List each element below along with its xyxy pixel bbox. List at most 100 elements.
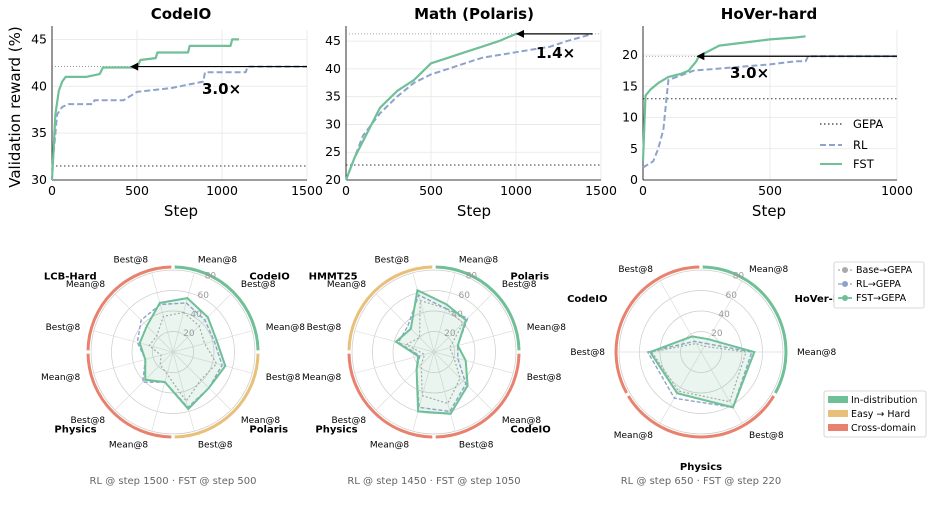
radar-axis-label: Best@8 — [113, 255, 148, 265]
radar-chart-codeio: Mean@8 Best@8 Mean@8 Best@8 Mean@8 Best@8 Mean… — [41, 255, 305, 450]
radar-axis-label: Best@8 — [502, 280, 537, 290]
legend-base-gepa: Base→GEPA — [856, 265, 913, 276]
x-tick-label: 1500 — [291, 183, 323, 198]
domain-arc — [347, 353, 433, 439]
radar-spoke — [151, 272, 174, 353]
radar-axis-label: Best@8 — [307, 323, 342, 333]
radar-axis-label: Best@8 — [70, 416, 105, 426]
domain-arc — [702, 265, 788, 394]
radar-tick-label: 60 — [726, 291, 738, 301]
speedup-arrow-head — [516, 29, 524, 38]
radar-caption-2: RL @ step 1450 · FST @ step 1050 — [347, 476, 520, 487]
radar-tick-label: 20 — [183, 329, 195, 339]
radar-tick-label: 20 — [711, 329, 723, 339]
radar-tick-label: 80 — [466, 272, 478, 282]
speedup-arrow-head — [130, 62, 139, 71]
y-tick-label: 35 — [325, 89, 341, 104]
radar-caption-3: RL @ step 650 · FST @ step 220 — [621, 476, 782, 487]
series-line-rl — [51, 65, 307, 171]
legend-in-distribution: In-distribution — [851, 395, 917, 406]
domain-arc — [627, 395, 775, 439]
y-tick-label: 30 — [31, 172, 47, 187]
radar-spoke — [433, 272, 456, 353]
radar-spoke — [114, 351, 174, 411]
x-tick-label: 1500 — [585, 183, 617, 198]
radar-spoke — [375, 293, 435, 353]
y-tick-label: 0 — [630, 172, 638, 187]
x-tick-label: 0 — [639, 183, 647, 198]
radar-axis-label: Best@8 — [749, 431, 784, 441]
series-line-rl — [345, 32, 593, 181]
radar-ring — [392, 310, 476, 394]
y-tick-label: 20 — [325, 172, 341, 187]
line-chart-hover-hard: HoVer-hard Step 0 500 1000 0 5 10 15 20 3.0× — [622, 5, 913, 220]
radar-spoke — [172, 351, 253, 374]
radar-spoke — [151, 351, 174, 432]
legend-cross-domain: Cross-domain — [851, 423, 916, 434]
radar-spoke — [433, 351, 493, 411]
radar-category-label: CodeIO — [510, 424, 550, 435]
radar-tick-label: 80 — [733, 272, 745, 282]
radar-axis-label: Best@8 — [331, 416, 366, 426]
x-tick-label: 1000 — [206, 183, 238, 198]
y-tick-label: 45 — [325, 33, 341, 48]
y-tick-label: 20 — [622, 47, 638, 62]
radar-axis-label: Best@8 — [527, 373, 562, 383]
x-tick-label: 500 — [758, 183, 782, 198]
radar-spoke — [93, 330, 174, 353]
series-line-rl — [642, 55, 897, 169]
line-chart-codeio: CodeIO Validation reward (%) Step 0 500 10… — [6, 5, 323, 220]
radar-tick-label: 60 — [459, 291, 471, 301]
radar-tick-label: 60 — [198, 291, 210, 301]
speedup-annotation: 3.0× — [202, 80, 241, 98]
radar-axis-label: Mean@8 — [749, 265, 789, 275]
radar-category-label: HMMT25 — [309, 272, 358, 283]
y-tick-label: 5 — [630, 141, 638, 156]
radar-tick-label: 80 — [205, 272, 217, 282]
radar-spoke — [172, 293, 232, 353]
radar-spoke — [659, 280, 702, 353]
y-tick-label: 25 — [325, 144, 341, 159]
chart-title: HoVer-hard — [721, 5, 817, 23]
x-tick-label: 0 — [342, 183, 350, 198]
radar-axis-label: Best@8 — [46, 323, 81, 333]
x-tick-label: 1000 — [881, 183, 913, 198]
domain-arc — [435, 353, 521, 439]
domain-arc — [174, 265, 260, 351]
radar-axis-label: Mean@8 — [109, 441, 149, 451]
radar-category-label: Physics — [680, 462, 722, 473]
radar-spoke — [433, 330, 514, 353]
line-chart-math-polaris: Math (Polaris) Step 0 500 1000 1500 20 25 30 35… — [325, 5, 617, 220]
radar-axis-label: Mean@8 — [327, 280, 367, 290]
radar-category-label: LCB-Hard — [44, 272, 97, 283]
radar-series-legend: Base→GEPA RL→GEPA FST→GEPA — [833, 261, 925, 309]
radar-axis-label: Best@8 — [570, 348, 605, 358]
series-polygon-fst-gepa — [138, 297, 227, 411]
y-tick-label: 40 — [325, 61, 341, 76]
y-tick-label: 40 — [31, 78, 47, 93]
line-legend: GEPA RL FST — [820, 117, 883, 171]
speedup-annotation: 3.0× — [730, 64, 769, 82]
radar-axis-label: Mean@8 — [198, 255, 238, 265]
radar-category-label: Physics — [54, 424, 96, 435]
domain-arc — [174, 353, 260, 439]
radar-axis-label: Mean@8 — [370, 441, 410, 451]
series-polygon-base-gepa — [148, 311, 218, 403]
radar-tick-label: 40 — [190, 310, 202, 320]
radar-axis-label: Best@8 — [241, 280, 276, 290]
x-axis-label: Step — [164, 202, 198, 220]
y-axis-label: Validation reward (%) — [6, 26, 24, 188]
speedup-arrow-head — [696, 52, 705, 61]
radar-category-label: Polaris — [249, 424, 288, 435]
chart-title: CodeIO — [151, 5, 212, 23]
legend-rl: RL — [853, 138, 868, 152]
x-axis-label: Step — [752, 202, 786, 220]
radar-caption-1: RL @ step 1500 · FST @ step 500 — [90, 476, 257, 487]
domain-arc — [614, 265, 700, 394]
domain-arc — [347, 265, 433, 351]
radar-category-label: Polaris — [510, 272, 549, 283]
radar-category-label: HoVer-hard — [795, 294, 859, 305]
series-polygon-fst-gepa — [394, 288, 469, 415]
radar-axis-label: Mean@8 — [66, 280, 106, 290]
radar-axis-label: Mean@8 — [266, 323, 306, 333]
